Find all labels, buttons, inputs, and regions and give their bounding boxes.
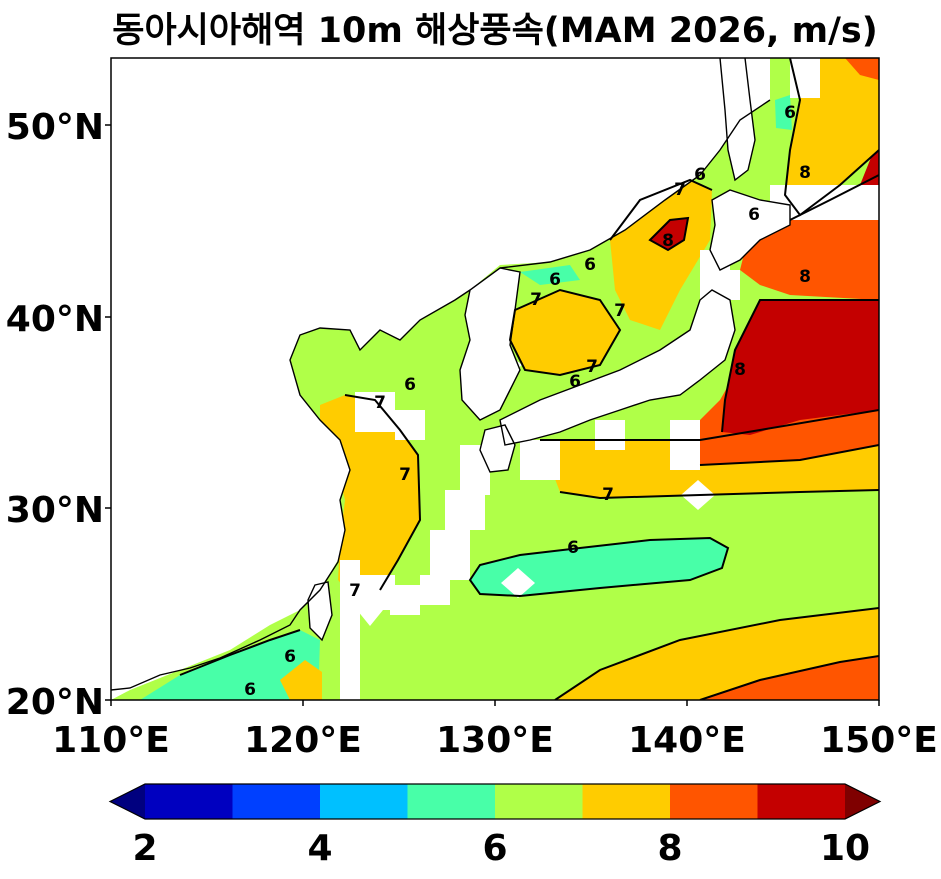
colorbar-segment [407, 784, 496, 819]
y-axis-ticks: 20°N 30°N 40°N 50°N [6, 107, 104, 723]
contour-7-east-china-sea [344, 394, 422, 591]
x-tick-label: 140°E [628, 720, 746, 761]
map-title: 동아시아해역 10m 해상풍속(MAM 2026, m/s) [112, 11, 877, 51]
contour-6-south-loop [468, 536, 730, 598]
wind-band-8-9-sea-of-japan [650, 218, 688, 250]
contour-8-north [789, 174, 879, 221]
y-tick-label: 30°N [6, 490, 104, 531]
contour-7-pacific [559, 489, 879, 500]
contour-8-sea-of-japan [648, 216, 690, 252]
wind-band-5-6-south-china [140, 630, 320, 700]
x-tick-label: 150°E [820, 720, 938, 761]
x-tick-label: 110°E [52, 720, 170, 761]
land-japan-honshu [500, 290, 735, 445]
colorbar-tick-label: 10 [820, 828, 870, 869]
land-asia-mainland [111, 58, 770, 700]
wind-band-7-8-taiwan [280, 660, 322, 700]
colorbar-tick-label: 4 [307, 828, 332, 869]
contour-9-pacific [721, 299, 879, 433]
colorbar-outline [108, 783, 882, 820]
wind-band-9-10-pacific [722, 300, 879, 435]
contour-label: 6 [694, 165, 706, 185]
contour-label: 8 [662, 231, 674, 251]
colorbar-segment [757, 784, 846, 819]
contour-label: 7 [374, 393, 386, 413]
wind-band-8-9-north [845, 58, 879, 80]
colorbar-segment [320, 784, 408, 819]
land-sakhalin [720, 58, 755, 180]
colorbar-segment [232, 784, 321, 819]
contour-label: 7 [530, 290, 542, 310]
wind-band-7-8-east-china-sea [320, 395, 420, 600]
contour-label: 8 [799, 267, 811, 287]
contour-7-pacific-upper [540, 409, 879, 441]
masked-cells [340, 58, 879, 700]
contour-label: 7 [399, 465, 411, 485]
contour-7-south [554, 607, 879, 700]
contour-8-south [699, 655, 879, 700]
x-tick-label: 130°E [436, 720, 554, 761]
contour-label: 6 [784, 103, 796, 123]
contour-6-south-china [179, 629, 301, 676]
contour-lines [179, 58, 879, 700]
contour-7-north [783, 58, 879, 217]
colorbar-ticks: 2 4 6 8 10 [132, 828, 870, 869]
coastlines [111, 58, 791, 691]
x-tick-label: 120°E [244, 720, 362, 761]
y-tick-label: 50°N [6, 107, 104, 148]
contour-7-sea-of-japan-north [609, 178, 713, 241]
colorbar-extend-over [845, 784, 880, 819]
map-area: 6 6 6 6 6 6 6 6 6 6 7 7 7 7 7 7 7 7 8 8 … [111, 58, 879, 700]
colorbar-tick-label: 6 [482, 828, 507, 869]
axis-tick-marks [105, 124, 880, 706]
contour-label: 7 [602, 485, 614, 505]
contour-label: 8 [799, 163, 811, 183]
colorbar-extend-under [110, 784, 145, 819]
contour-label: 8 [734, 360, 746, 380]
colorbar-tick-label: 2 [132, 828, 157, 869]
contour-labels: 6 6 6 6 6 6 6 6 6 6 7 7 7 7 7 7 7 7 8 8 … [244, 103, 811, 700]
contour-label: 7 [349, 581, 361, 601]
contour-label: 7 [674, 180, 686, 200]
contour-label: 6 [284, 647, 296, 667]
colorbar-segment [670, 784, 758, 819]
y-tick-label: 20°N [6, 682, 104, 723]
contour-label: 7 [614, 301, 626, 321]
colorbar-segment [145, 784, 233, 819]
contour-label: 6 [584, 255, 596, 275]
wind-band-5-6-korea-coast [520, 265, 580, 285]
contour-7-sea-of-japan [508, 288, 622, 377]
contour-label: 6 [404, 375, 416, 395]
wind-band-7-8-sea-of-japan [510, 290, 620, 375]
x-axis-ticks: 110°E 120°E 130°E 140°E 150°E [52, 720, 938, 761]
contour-label: 6 [748, 205, 760, 225]
land-korea [460, 268, 520, 420]
contour-label: 6 [569, 372, 581, 392]
y-tick-label: 40°N [6, 299, 104, 340]
colorbar-tick-label: 8 [657, 828, 682, 869]
wind-band-8-9-south [700, 656, 879, 700]
contour-label: 6 [549, 270, 561, 290]
colorbar-segment [582, 784, 671, 819]
contour-label: 6 [244, 680, 256, 700]
contour-8-pacific [699, 444, 879, 466]
colorbar [108, 783, 882, 820]
wind-band-5-6-north-coast [775, 95, 792, 130]
contour-label: 7 [586, 357, 598, 377]
contour-label: 6 [567, 538, 579, 558]
colorbar-segment [495, 784, 583, 819]
